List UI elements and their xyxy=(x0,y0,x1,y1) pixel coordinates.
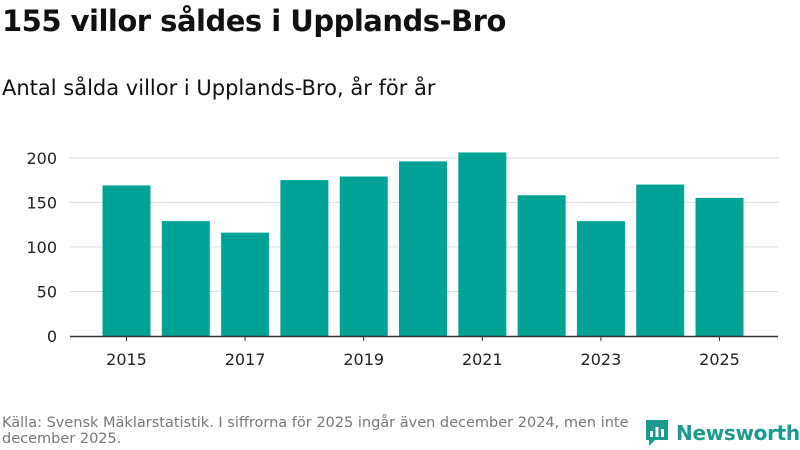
chart-subtitle: Antal sålda villor i Upplands-Bro, år fö… xyxy=(2,76,436,100)
chart-title: 155 villor såldes i Upplands-Bro xyxy=(2,4,506,38)
x-tick-label-2019: 2019 xyxy=(343,350,384,369)
newsworthy-logo: Newsworthy xyxy=(644,418,800,448)
y-tick-label-200: 200 xyxy=(26,149,57,168)
bar-2020 xyxy=(399,161,447,336)
source-note: Källa: Svensk Mäklarstatistik. I siffror… xyxy=(2,415,629,447)
bar-chart: 0 50 100 150 200 2015 2017 2019 2021 2023 2025 xyxy=(26,149,778,369)
y-tick-label-100: 100 xyxy=(26,238,57,257)
brand-name: Newsworthy xyxy=(676,421,800,445)
y-axis-ticks: 0 50 100 150 200 xyxy=(26,149,57,346)
y-tick-label-50: 50 xyxy=(37,282,57,301)
bar-2022 xyxy=(517,195,566,336)
bar-2021 xyxy=(458,152,507,336)
x-tick-label-2023: 2023 xyxy=(581,350,622,369)
x-axis-ticks: 2015 2017 2019 2021 2023 2025 xyxy=(106,336,740,369)
y-tick-label-0: 0 xyxy=(47,327,57,346)
x-tick-label-2017: 2017 xyxy=(225,350,266,369)
bar-2015 xyxy=(102,185,151,336)
y-tick-label-150: 150 xyxy=(26,193,57,212)
bar-2023 xyxy=(576,221,625,336)
bar-2025 xyxy=(695,197,744,336)
newsworthy-logo-icon xyxy=(646,420,668,446)
x-tick-label-2021: 2021 xyxy=(462,350,503,369)
bar-2018 xyxy=(280,180,329,336)
bar-2016 xyxy=(161,221,210,336)
bar-2017 xyxy=(221,232,270,336)
x-tick-label-2015: 2015 xyxy=(106,350,147,369)
bar-2019 xyxy=(339,176,388,336)
x-tick-label-2025: 2025 xyxy=(699,350,740,369)
bars xyxy=(102,152,744,336)
bar-2024 xyxy=(636,184,685,336)
